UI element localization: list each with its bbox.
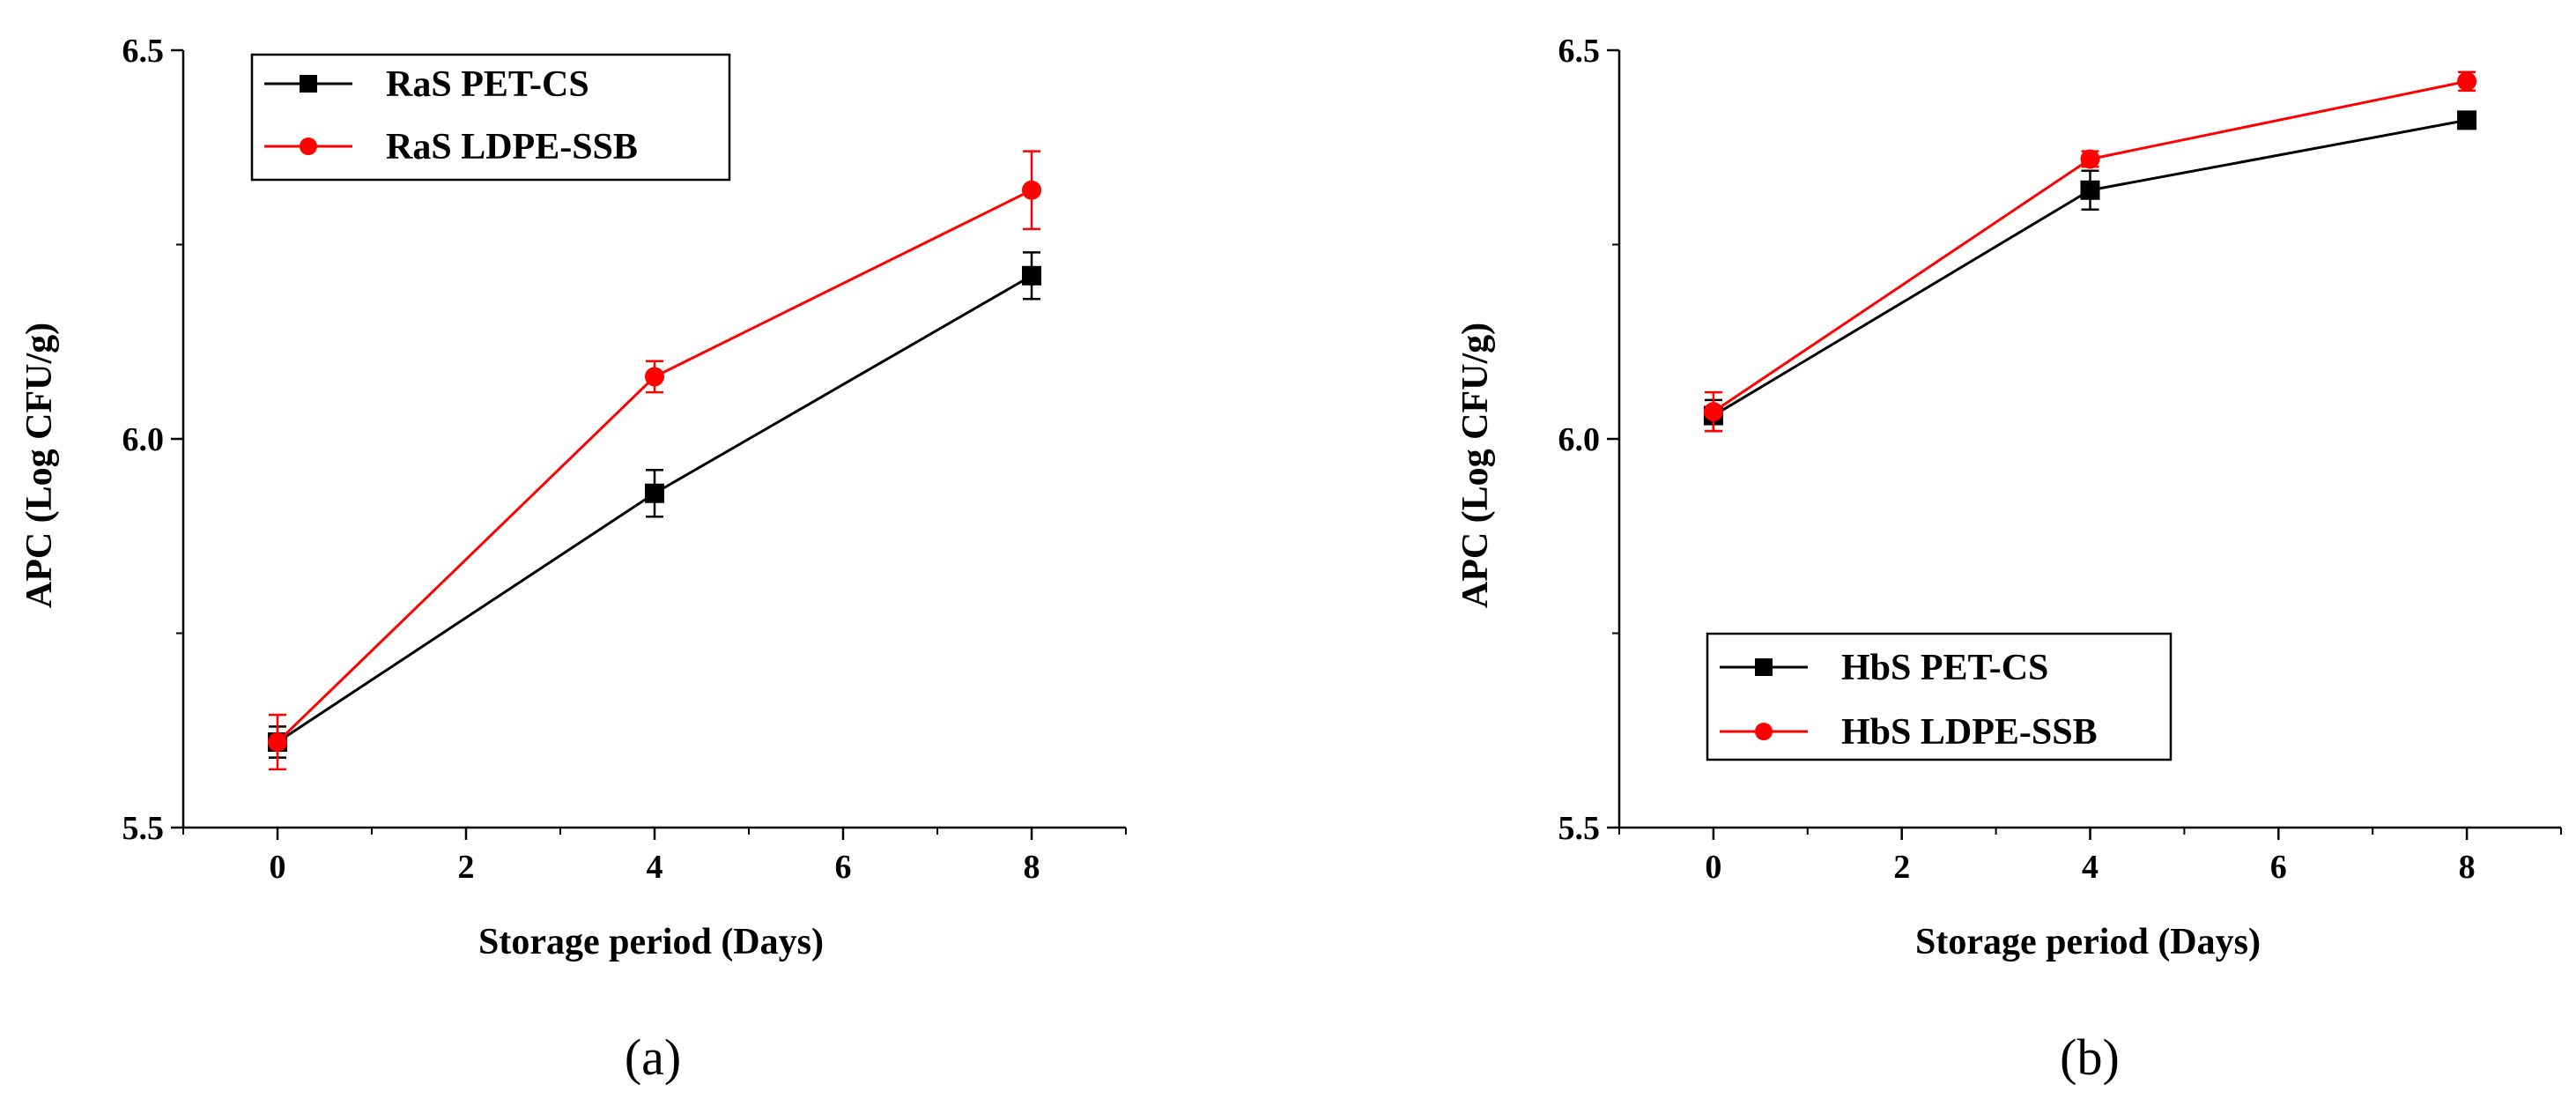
plot-area: 0 2 4 6 8 5.5 6.0 6.5: [1558, 33, 2562, 886]
legend-marker-series-2: [1755, 723, 1773, 740]
x-tick-label: 2: [1893, 849, 1910, 886]
series-line-2: [1713, 79, 2468, 413]
data-point-1: [2457, 110, 2477, 130]
legend-label-series-2: HbS LDPE-SSB: [1841, 712, 2098, 753]
y-axis-title: APC (Log CFU/g): [19, 323, 60, 608]
x-tick-label: 8: [2459, 849, 2476, 886]
legend-marker-series-2: [300, 137, 317, 155]
data-point-2: [268, 732, 287, 752]
legend-marker-series-1: [300, 75, 317, 93]
legend-label-series-1: RaS PET-CS: [386, 64, 589, 105]
data-point-2: [2457, 71, 2477, 92]
plot-area: 0 2 4 6 8 5.5 6.0 6.5: [122, 33, 1127, 886]
x-tick-label: 8: [1024, 849, 1040, 886]
legend-box: [1706, 632, 2173, 761]
data-point-2: [645, 367, 664, 387]
x-tick-label: 4: [647, 849, 663, 886]
x-tick-label: 6: [2270, 849, 2287, 886]
legend-box: [250, 53, 731, 182]
panel-label: (a): [625, 1029, 681, 1086]
legend: HbS PET-CS HbS LDPE-SSB: [1706, 632, 2173, 761]
data-point-2: [1022, 180, 1041, 200]
legend: RaS PET-CS RaS LDPE-SSB: [250, 53, 731, 182]
y-axis-title: APC (Log CFU/g): [1455, 323, 1496, 608]
panel-label: (b): [2060, 1029, 2120, 1086]
data-point-1: [1022, 265, 1041, 286]
series-line-2: [276, 189, 1033, 744]
y-tick-label: 5.5: [122, 810, 165, 847]
y-tick-label: 5.5: [1558, 810, 1601, 847]
legend-label-series-1: HbS PET-CS: [1841, 648, 2048, 688]
data-point-1: [2080, 180, 2100, 200]
x-axis-title: Storage period (Days): [1915, 922, 2261, 962]
chart-panel-a: 0 2 4 6 8 5.5 6.0 6.5 Storage period (Days) APC…: [19, 33, 1127, 1086]
x-axis-title: Storage period (Days): [478, 922, 824, 962]
y-tick-label: 6.0: [1558, 421, 1601, 458]
legend-marker-series-1: [1755, 658, 1773, 676]
y-tick-label: 6.5: [122, 33, 165, 70]
data-point-2: [1703, 402, 1723, 422]
x-tick-label: 0: [1705, 849, 1721, 886]
chart-panel-b: 0 2 4 6 8 5.5 6.0 6.5 Storage period (Days) APC…: [1455, 33, 2562, 1086]
x-tick-label: 6: [835, 849, 852, 886]
data-point-1: [645, 483, 664, 503]
y-tick-label: 6.0: [122, 421, 165, 458]
x-tick-label: 0: [270, 849, 286, 886]
y-tick-label: 6.5: [1558, 33, 1601, 70]
x-tick-label: 2: [458, 849, 475, 886]
data-point-2: [2080, 149, 2100, 169]
x-tick-label: 4: [2082, 849, 2099, 886]
legend-label-series-2: RaS LDPE-SSB: [386, 127, 638, 167]
